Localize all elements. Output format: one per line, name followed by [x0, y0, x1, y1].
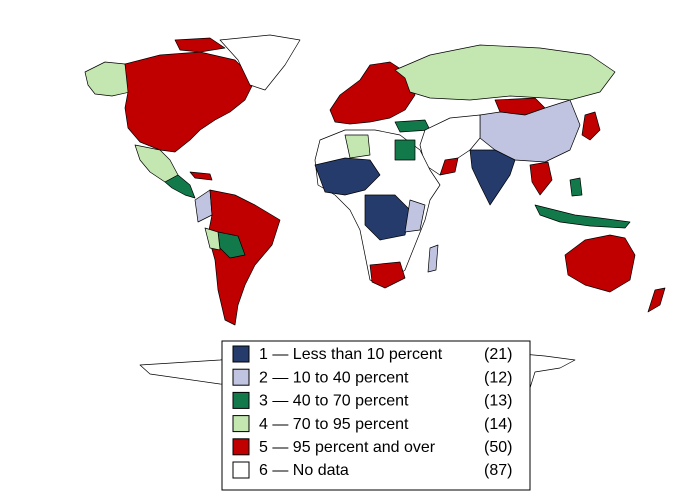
south-america-north: [194, 189, 213, 223]
arctic-islands: [174, 37, 226, 53]
east-africa: [404, 199, 426, 233]
legend-swatch: [232, 438, 250, 456]
south-africa: [369, 261, 406, 289]
legend-swatch: [232, 391, 250, 409]
legend-count: (21): [484, 346, 512, 363]
legend-label: 1 — Less than 10 percent: [259, 346, 443, 363]
philippines: [569, 177, 583, 197]
legend-count: (50): [484, 439, 512, 456]
legend-count: (13): [484, 393, 512, 410]
caribbean: [189, 171, 213, 181]
madagascar: [427, 244, 439, 273]
legend-box: [221, 340, 531, 491]
legend: 1 — Less than 10 percent (21) 2 — 10 to 40…: [232, 345, 512, 479]
central-america: [164, 174, 196, 199]
legend-label: 3 — 40 to 70 percent: [259, 393, 409, 410]
legend-swatch: [232, 368, 250, 386]
alaska: [84, 61, 131, 97]
europe: [329, 61, 416, 125]
legend-label: 4 — 70 to 95 percent: [259, 416, 409, 433]
japan: [581, 111, 601, 141]
india: [469, 149, 516, 206]
north-america: [124, 51, 256, 153]
south-america: [207, 189, 281, 326]
legend-label: 6 — No data: [259, 462, 349, 479]
legend-label: 2 — 10 to 40 percent: [259, 369, 409, 386]
southeast-asia: [529, 161, 553, 196]
china: [479, 99, 581, 163]
algeria: [344, 134, 371, 159]
legend-count: (12): [484, 369, 512, 386]
new-zealand: [647, 287, 666, 313]
greenland: [219, 34, 301, 91]
legend-swatch: [232, 415, 250, 433]
indonesia: [534, 204, 631, 229]
legend-count: (87): [484, 462, 512, 479]
legend-swatch: [232, 345, 250, 363]
oman: [439, 157, 459, 176]
legend-label: 5 — 95 percent and over: [259, 439, 436, 456]
peru: [204, 227, 221, 251]
russia: [394, 44, 616, 101]
west-africa: [314, 157, 381, 196]
australia: [564, 234, 636, 293]
central-africa: [364, 194, 411, 241]
egypt: [394, 139, 416, 161]
legend-swatch: [232, 461, 250, 479]
legend-count: (14): [484, 416, 512, 433]
